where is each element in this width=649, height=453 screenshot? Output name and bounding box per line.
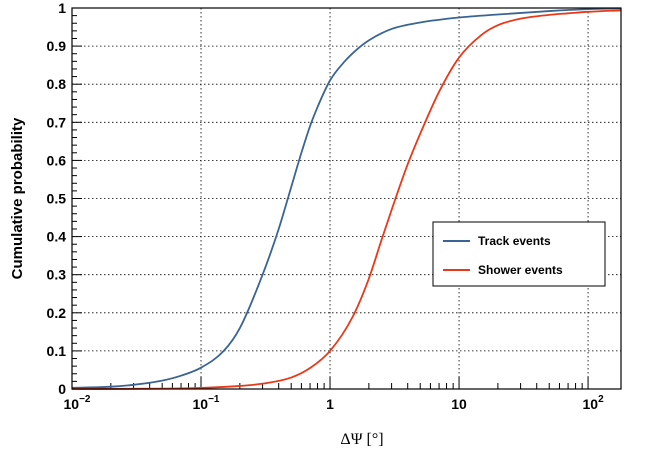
y-tick-labels: 0 0.1 0.2 0.3 0.4 0.5 0.6 0.7 0.8 0.9 1	[47, 0, 67, 397]
x-tick-labels: 10−2 10−1 1 10 102	[64, 394, 605, 412]
plot-frame	[71, 7, 622, 390]
legend-label-shower: Shower events	[478, 263, 563, 277]
grid	[72, 8, 621, 389]
y-tick-label: 1	[58, 0, 66, 16]
y-tick-label: 0.8	[47, 76, 67, 92]
x-tick-label: 102	[582, 394, 604, 412]
y-tick-label: 0.7	[47, 114, 67, 130]
y-tick-label: 0.3	[47, 267, 67, 283]
y-tick-label: 0.9	[47, 38, 67, 54]
x-tick-label: 10	[451, 396, 467, 412]
legend-label-track: Track events	[478, 234, 551, 248]
legend-box	[432, 221, 606, 287]
y-tick-label: 0	[58, 381, 66, 397]
x-tick-label: 10−2	[64, 394, 91, 412]
y-tick-label: 0.5	[47, 191, 67, 207]
y-tick-label: 0.4	[47, 229, 67, 245]
y-tick-label: 0.1	[47, 343, 67, 359]
y-tick-label: 0.6	[47, 152, 67, 168]
series-line-track	[71, 7, 622, 389]
series-line-shower	[71, 9, 622, 390]
series-lines	[71, 7, 622, 390]
x-tick-label: 1	[326, 396, 334, 412]
y-tick-label: 0.2	[47, 305, 67, 321]
y-axis-title: Cumulative probability	[9, 117, 26, 279]
x-axis-title: ΔΨ [°]	[340, 431, 383, 448]
x-tick-label: 10−1	[193, 394, 220, 412]
legend: Track events Shower events	[432, 221, 606, 287]
